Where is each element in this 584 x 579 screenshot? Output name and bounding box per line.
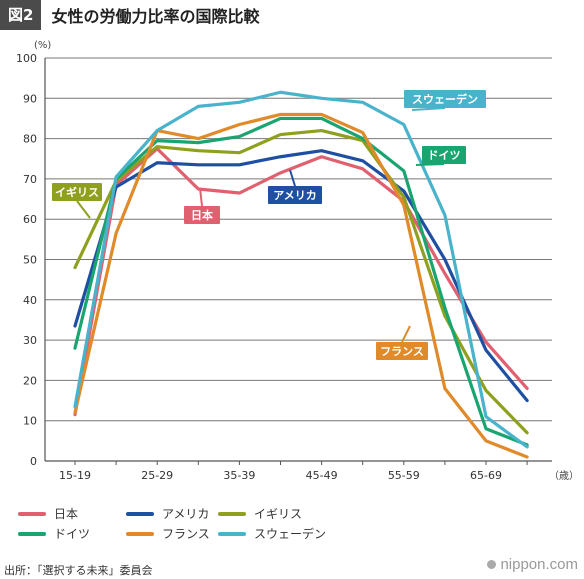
y-tick-label: 20 [23,374,37,387]
legend-item: イギリス [218,505,302,522]
callout-pointer [76,200,91,219]
callout-pointer [411,107,446,111]
callout-label: フランス [380,345,424,358]
legend-item: スウェーデン [218,525,326,542]
x-tick-label: 65-69 [470,469,502,482]
legend-label: アメリカ [162,507,210,521]
legend-item: フランス [126,525,210,542]
x-tick-label: 55-59 [388,469,420,482]
legend-swatch [126,531,154,536]
callout-pointer [199,187,203,207]
x-tick-label: 45-49 [306,469,338,482]
y-tick-label: 0 [30,455,37,468]
legend-swatch [18,531,46,536]
y-tick-label: 80 [23,133,37,146]
legend-swatch [218,531,246,536]
legend-swatch [218,511,246,516]
series-line-スウェーデン [73,90,529,449]
callout-pointer [415,163,445,166]
legend-item: ドイツ [18,525,90,542]
y-tick-label: 70 [23,173,37,186]
legend-label: イギリス [254,507,303,521]
series-line-アメリカ [73,149,529,403]
callout-label: 日本 [191,208,213,222]
series-line-フランス [73,112,529,459]
x-tick-label: 15-19 [59,469,91,482]
y-tick-label: 90 [23,92,37,105]
line-chart: (%) 0 10 20 30 40 50 60 70 80 90 100 15-19 25-29 35-39… [16,40,579,482]
callout-box [184,206,220,224]
y-tick-label: 60 [23,213,37,226]
callout-pointer [289,169,296,187]
source-note: 出所：「選択する未来」委員会 [4,564,153,577]
x-axis-unit: （歳） [549,470,579,482]
legend-label: ドイツ [54,527,91,541]
callout-box [422,146,466,164]
callout-box [52,183,102,201]
x-tick-label: 25-29 [141,469,173,482]
callout-box [268,186,322,204]
brand-dot-icon [487,560,497,569]
series-line-日本 [73,147,529,417]
legend-swatch [18,511,46,516]
figure-label: 図2 [0,0,42,30]
y-axis-unit: (%) [34,40,51,51]
chart-title: 女性の労働力比率の国際比較 [51,7,260,26]
legend-item: 日本 [18,505,78,522]
legend-label: 日本 [54,507,79,521]
legend-label: フランス [162,527,210,541]
y-tick-label: 50 [23,254,37,267]
y-tick-label: 100 [16,52,37,65]
y-tick-label: 10 [23,415,37,428]
callout-box [404,90,486,108]
callout-label: イギリス [55,185,99,199]
brand-name: nippon.com [500,556,578,573]
x-tick-label: 35-39 [223,469,255,482]
chart-header: 図2 女性の労働力比率の国際比較 [0,0,584,30]
legend-swatch [126,511,154,516]
y-tick-label: 40 [23,294,37,307]
brand-logo: nippon.com [487,556,578,573]
callout-label: ドイツ [428,149,461,162]
callout-box [376,342,428,360]
callout-pointer [401,325,411,343]
legend-label: スウェーデン [254,527,327,541]
callout-label: スウェーデン [412,92,478,106]
y-tick-label: 30 [23,334,37,347]
callout-label: アメリカ [273,189,316,202]
legend-item: アメリカ [126,505,209,522]
